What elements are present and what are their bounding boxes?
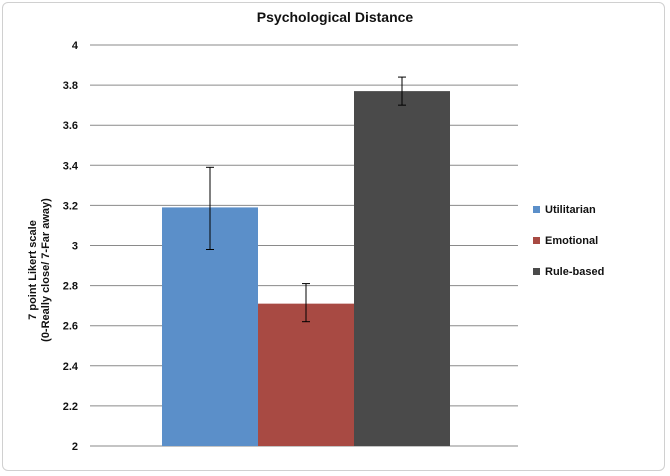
y-tick-label: 4: [72, 40, 79, 52]
y-tick-label: 2.8: [63, 281, 78, 293]
y-tick-label: 3.8: [63, 80, 78, 92]
legend-label: Utilitarian: [545, 204, 596, 216]
y-tick-label: 3.6: [63, 120, 78, 132]
chart-title: Psychological Distance: [257, 9, 414, 25]
legend: Utilitarian Emotional Rule-based: [533, 204, 604, 278]
y-tick-label: 2.2: [63, 401, 78, 413]
y-tick-label: 3: [72, 241, 78, 253]
bar-rule-based: [354, 91, 450, 447]
legend-label: Emotional: [545, 235, 598, 247]
y-tick-label: 3.2: [63, 200, 78, 212]
y-tick-label: 3.4: [63, 160, 79, 172]
y-tick-label: 2: [72, 441, 78, 453]
bars: [162, 91, 450, 447]
legend-label: Rule-based: [545, 266, 604, 278]
y-tick-label: 2.6: [63, 321, 78, 333]
y-tick-label: 2.4: [63, 361, 79, 373]
y-axis-ticks: 4 3.8 3.6 3.4 3.2 3 2.8 2.6 2.4 2.2 2: [63, 40, 79, 453]
legend-swatch: [533, 237, 540, 244]
legend-swatch: [533, 268, 540, 275]
legend-swatch: [533, 206, 540, 213]
error-bars: [206, 76, 406, 323]
y-axis-label-line2: (0-Really close/ 7-Far away): [40, 198, 52, 342]
bar-emotional: [258, 303, 354, 446]
y-axis-label-line1: 7 point Likert scale: [27, 220, 39, 320]
